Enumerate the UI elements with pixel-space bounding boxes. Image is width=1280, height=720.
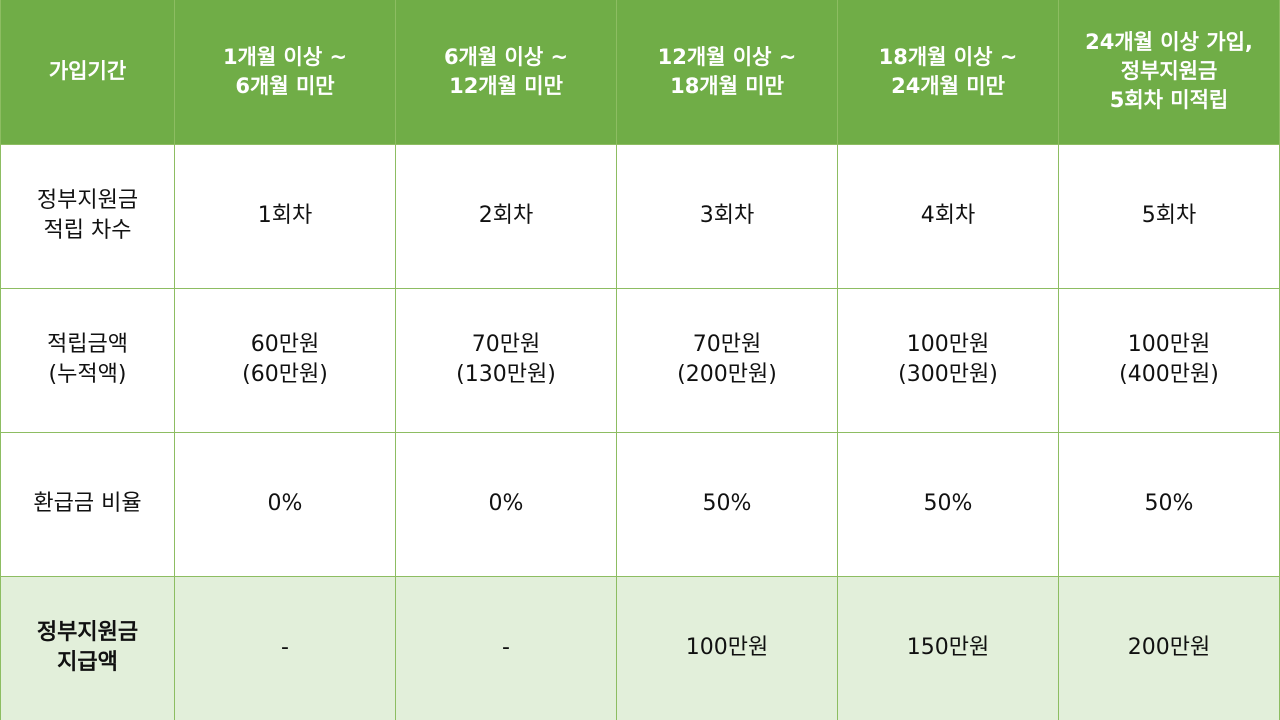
table-row: 정부지원금 적립 차수 1회차 2회차 3회차 4회차 5회차 [0, 143, 1280, 289]
header-period-12-18-months: 12개월 이상 ~ 18개월 미만 [616, 0, 838, 145]
table-cell: 150만원 [837, 575, 1059, 720]
header-period-24-plus-months: 24개월 이상 가입, 정부지원금 5회차 미적립 [1058, 0, 1280, 145]
table-cell: 60만원 (60만원) [174, 287, 396, 433]
header-period-18-24-months: 18개월 이상 ~ 24개월 미만 [837, 0, 1059, 145]
row-label-accumulation-round: 정부지원금 적립 차수 [0, 143, 175, 289]
table-row: 환급금 비율 0% 0% 50% 50% 50% [0, 431, 1280, 577]
table-cell: - [395, 575, 617, 720]
table-cell: 100만원 (300만원) [837, 287, 1059, 433]
row-label-accumulated-amount: 적립금액 (누적액) [0, 287, 175, 433]
table-cell: 0% [174, 431, 396, 577]
table-cell: 4회차 [837, 143, 1059, 289]
table-cell: 1회차 [174, 143, 396, 289]
table-cell: 0% [395, 431, 617, 577]
header-period-6-12-months: 6개월 이상 ~ 12개월 미만 [395, 0, 617, 145]
table-cell: 70만원 (200만원) [616, 287, 838, 433]
table-cell: 2회차 [395, 143, 617, 289]
table-cell: 50% [616, 431, 838, 577]
table-cell: 50% [1058, 431, 1280, 577]
table-cell: 200만원 [1058, 575, 1280, 720]
table-cell: 100만원 [616, 575, 838, 720]
header-label-enrollment-period: 가입기간 [0, 0, 175, 145]
table-cell: 5회차 [1058, 143, 1280, 289]
table-cell: 100만원 (400만원) [1058, 287, 1280, 433]
row-label-support-payment: 정부지원금 지급액 [0, 575, 175, 720]
row-label-refund-ratio: 환급금 비율 [0, 431, 175, 577]
table-cell: 70만원 (130만원) [395, 287, 617, 433]
header-period-1-6-months: 1개월 이상 ~ 6개월 미만 [174, 0, 396, 145]
table-cell: 3회차 [616, 143, 838, 289]
table-row-total: 정부지원금 지급액 - - 100만원 150만원 200만원 [0, 575, 1280, 720]
header-row: 가입기간 1개월 이상 ~ 6개월 미만 6개월 이상 ~ 12개월 미만 12… [0, 0, 1280, 145]
table-cell: - [174, 575, 396, 720]
table-cell: 50% [837, 431, 1059, 577]
table-row: 적립금액 (누적액) 60만원 (60만원) 70만원 (130만원) 70만원… [0, 287, 1280, 433]
